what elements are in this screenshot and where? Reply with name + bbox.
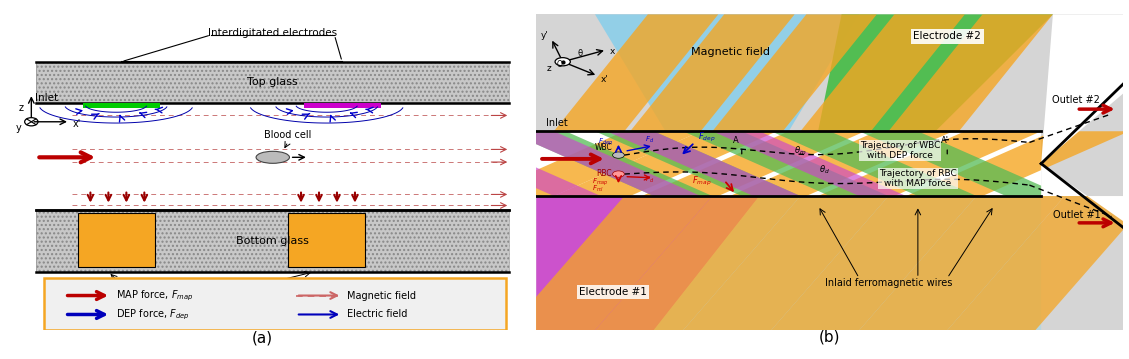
Bar [288,213,366,267]
Text: x': x' [601,75,609,84]
Bar [36,62,509,103]
Text: (b): (b) [819,330,841,345]
Text: x': x' [72,119,80,129]
Polygon shape [595,131,800,196]
Polygon shape [1041,164,1123,221]
Text: A: A [733,136,738,145]
Text: Inlet: Inlet [546,118,568,129]
Text: A': A' [942,136,949,145]
Text: (a): (a) [252,331,273,346]
Polygon shape [630,14,795,131]
Polygon shape [606,131,800,196]
Polygon shape [654,196,1041,330]
Text: x: x [610,47,615,56]
Polygon shape [907,131,1129,196]
Polygon shape [859,131,1065,196]
Text: RBC: RBC [596,169,612,178]
Text: Trajectory of RBC
with MAP force: Trajectory of RBC with MAP force [879,169,956,188]
Polygon shape [771,196,977,330]
Text: Electrode #1: Electrode #1 [579,287,647,297]
Polygon shape [771,131,977,196]
Polygon shape [730,131,953,196]
Text: Inlaid ferromagnetic wires: Inlaid ferromagnetic wires [825,278,952,288]
Polygon shape [507,131,701,196]
Text: Magnetic field: Magnetic field [691,47,770,57]
Text: Trajectory of WBC
with DEP force: Trajectory of WBC with DEP force [860,140,940,160]
Circle shape [613,152,624,158]
Text: $F_{dep}$: $F_{dep}$ [598,137,613,148]
Polygon shape [478,131,701,196]
Polygon shape [408,131,601,196]
Text: Blood cell: Blood cell [264,130,312,140]
Polygon shape [642,131,865,196]
Text: Top glass: Top glass [247,77,298,87]
Text: Inlet: Inlet [35,93,59,103]
Text: O: O [557,60,562,69]
Polygon shape [554,131,777,196]
Polygon shape [507,196,712,330]
Text: z: z [546,64,551,73]
Bar [36,62,509,103]
Polygon shape [819,14,1053,131]
Text: θ: θ [577,49,583,58]
Polygon shape [800,14,965,131]
Text: y: y [16,123,21,133]
Bar [36,108,509,210]
Text: Inlaid ferromagnetic wires: Inlaid ferromagnetic wires [86,295,213,305]
Bar [536,131,1041,196]
Text: $F_{map}$: $F_{map}$ [692,175,711,188]
Text: z: z [18,103,24,113]
Circle shape [613,171,624,177]
Polygon shape [595,196,800,330]
Text: $F_d$: $F_d$ [645,135,654,145]
Text: $F_{map}$: $F_{map}$ [592,177,609,188]
Text: $F_d$: $F_d$ [645,175,654,185]
Text: $F_{dep}$: $F_{dep}$ [698,131,716,144]
Polygon shape [507,131,712,196]
Text: WBC: WBC [595,143,613,152]
Text: Outlet #1: Outlet #1 [1052,210,1101,220]
Text: DEP force, $F_{dep}$: DEP force, $F_{dep}$ [116,307,190,322]
Polygon shape [595,14,859,131]
Bar [36,210,509,272]
Text: Outlet #2: Outlet #2 [1052,95,1101,105]
Polygon shape [859,196,1065,330]
Text: Electric field: Electric field [348,309,408,320]
Text: Bottom glass: Bottom glass [236,236,309,246]
Polygon shape [712,131,907,196]
Polygon shape [1041,14,1123,164]
Ellipse shape [256,151,289,163]
Text: Magnetic field: Magnetic field [348,290,417,300]
Text: $\theta_d$: $\theta_d$ [819,163,830,176]
Text: y': y' [541,31,549,40]
Text: $\theta_m$: $\theta_m$ [794,145,807,157]
Polygon shape [947,196,1129,330]
Polygon shape [554,14,718,131]
Text: MAP force, $F_{map}$: MAP force, $F_{map}$ [116,288,193,303]
Polygon shape [889,14,1053,131]
Bar [304,103,380,108]
Bar [36,210,509,272]
Circle shape [555,58,570,66]
FancyBboxPatch shape [44,278,507,330]
Bar [82,103,160,108]
Text: $F_{ml}$: $F_{ml}$ [592,183,604,194]
Polygon shape [683,196,889,330]
Polygon shape [819,131,1041,196]
Polygon shape [536,196,760,330]
Circle shape [25,118,38,126]
Polygon shape [683,131,889,196]
Text: Electrode #2: Electrode #2 [913,32,981,42]
Bar [78,213,155,267]
Polygon shape [712,14,877,131]
Text: Interdigitated electrodes: Interdigitated electrodes [208,28,338,38]
